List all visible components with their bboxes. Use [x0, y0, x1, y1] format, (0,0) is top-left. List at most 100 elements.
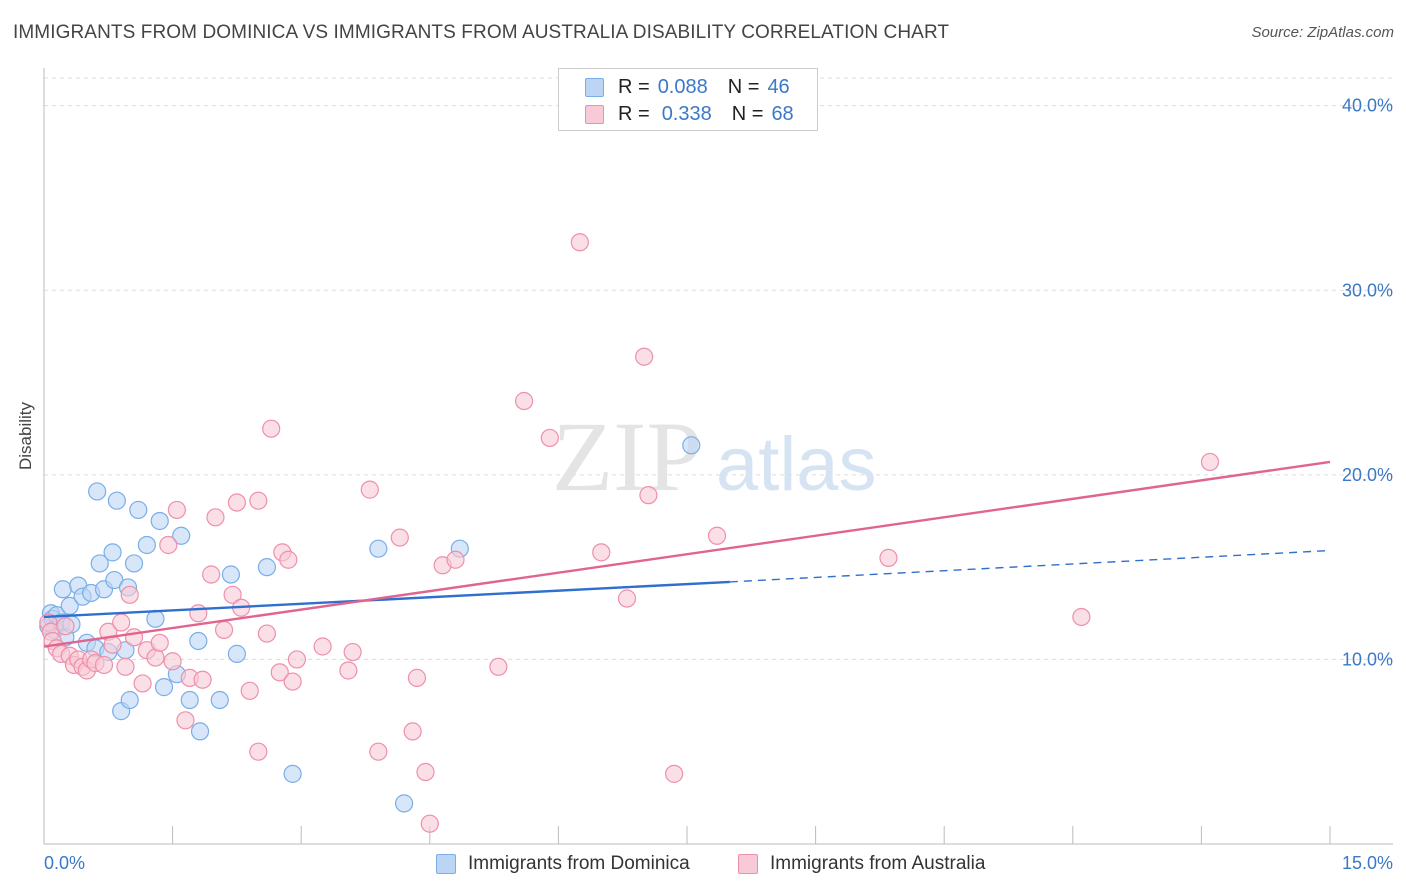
tick-labels: 10.0% 20.0% 30.0% 40.0% 0.0% 15.0%: [44, 96, 1393, 873]
trend-line-dominica: [43, 580, 730, 619]
point-dominica: [257, 558, 277, 577]
watermark-zip: ZIP: [552, 401, 702, 512]
legend-r-label: R =: [618, 75, 650, 98]
point-australia: [159, 535, 178, 555]
point-australia: [343, 642, 362, 662]
point-dominica: [124, 554, 144, 573]
point-australia: [163, 652, 182, 671]
point-dominica: [103, 543, 122, 562]
point-australia: [189, 604, 208, 623]
point-dominica: [180, 690, 199, 710]
y-tick-label: 20.0%: [1342, 465, 1393, 485]
point-australia: [206, 508, 225, 527]
legend-row-dominica: R = 0.088 N = 46: [585, 75, 790, 99]
point-dominica: [129, 500, 148, 520]
point-australia: [112, 613, 131, 632]
point-dominica: [369, 539, 388, 558]
point-dominica: [172, 526, 191, 545]
point-australia: [407, 668, 427, 687]
axes: [43, 68, 1393, 845]
point-dominica: [394, 794, 414, 813]
point-australia: [150, 633, 169, 652]
point-australia: [120, 585, 139, 604]
point-australia: [360, 480, 379, 499]
point-dominica: [190, 722, 210, 741]
point-australia: [1072, 607, 1091, 627]
x-tick-label-max: 15.0%: [1342, 853, 1393, 873]
point-australia: [416, 762, 435, 782]
point-australia: [133, 674, 152, 693]
data-points: [39, 233, 1220, 833]
point-dominica: [154, 678, 174, 697]
series-legend-dominica[interactable]: Immigrants from Dominica: [436, 852, 690, 876]
point-australia: [124, 628, 144, 647]
legend-swatch-dominica: [585, 77, 604, 97]
legend-row-australia: R = 0.338 N = 68: [585, 102, 794, 126]
point-dominica: [120, 690, 139, 710]
point-dominica: [88, 482, 107, 501]
point-australia: [707, 526, 727, 545]
series-label-dominica: Immigrants from Dominica: [468, 853, 690, 874]
point-australia: [287, 650, 307, 669]
point-australia: [665, 764, 684, 783]
point-dominica: [60, 596, 79, 615]
point-australia: [202, 565, 221, 584]
point-australia: [515, 391, 534, 411]
legend-r-value: 0.088: [657, 75, 708, 98]
point-australia: [592, 543, 611, 562]
point-australia: [223, 585, 242, 604]
chart-title: IMMIGRANTS FROM DOMINICA VS IMMIGRANTS F…: [13, 22, 950, 43]
trend-line-australia: [43, 460, 1331, 648]
point-australia: [339, 661, 358, 680]
point-dominica: [146, 609, 165, 628]
source-label: Source: ZipAtlas.com: [1251, 24, 1394, 41]
point-australia: [257, 624, 277, 643]
point-dominica: [107, 491, 126, 510]
legend-r-value: 0.338: [661, 102, 712, 125]
point-dominica: [53, 580, 72, 599]
point-dominica: [227, 644, 246, 663]
point-australia: [94, 655, 114, 675]
point-australia: [403, 722, 422, 741]
point-australia: [446, 550, 465, 569]
point-australia: [369, 742, 388, 761]
point-australia: [193, 670, 212, 689]
point-dominica: [137, 535, 156, 555]
point-australia: [283, 672, 302, 691]
point-australia: [116, 657, 135, 676]
point-australia: [390, 528, 409, 547]
series-label-australia: Immigrants from Australia: [770, 853, 986, 874]
point-australia: [313, 637, 332, 656]
series-legend-australia[interactable]: Immigrants from Australia: [738, 852, 985, 876]
point-australia: [167, 500, 186, 520]
point-dominica: [283, 764, 302, 783]
point-australia: [420, 814, 439, 833]
point-dominica: [682, 436, 701, 455]
point-dominica: [150, 511, 169, 531]
point-australia: [249, 742, 268, 761]
point-dominica: [221, 565, 240, 584]
gridlines: [44, 77, 1393, 660]
series-swatch-dominica: [436, 854, 456, 874]
trend-line-dominica-extension: [729, 549, 1331, 583]
point-australia: [570, 233, 589, 252]
legend-n-value: 68: [771, 102, 794, 125]
point-dominica: [189, 631, 208, 651]
trend-lines: [43, 460, 1331, 648]
legend-n-value: 46: [767, 75, 790, 98]
point-australia: [56, 617, 75, 636]
stats-legend: R = 0.088 N = 46 R = 0.338 N = 68: [558, 68, 818, 131]
point-australia: [635, 347, 654, 366]
point-australia: [540, 428, 559, 448]
point-australia: [214, 620, 234, 639]
legend-r-label: R =: [618, 102, 650, 125]
y-tick-label: 40.0%: [1342, 96, 1393, 116]
y-tick-label: 10.0%: [1342, 649, 1393, 669]
y-tick-label: 30.0%: [1342, 280, 1393, 300]
point-australia: [617, 589, 637, 608]
point-australia: [176, 711, 195, 730]
point-australia: [1200, 452, 1220, 472]
point-australia: [879, 548, 898, 568]
point-australia: [489, 657, 508, 676]
